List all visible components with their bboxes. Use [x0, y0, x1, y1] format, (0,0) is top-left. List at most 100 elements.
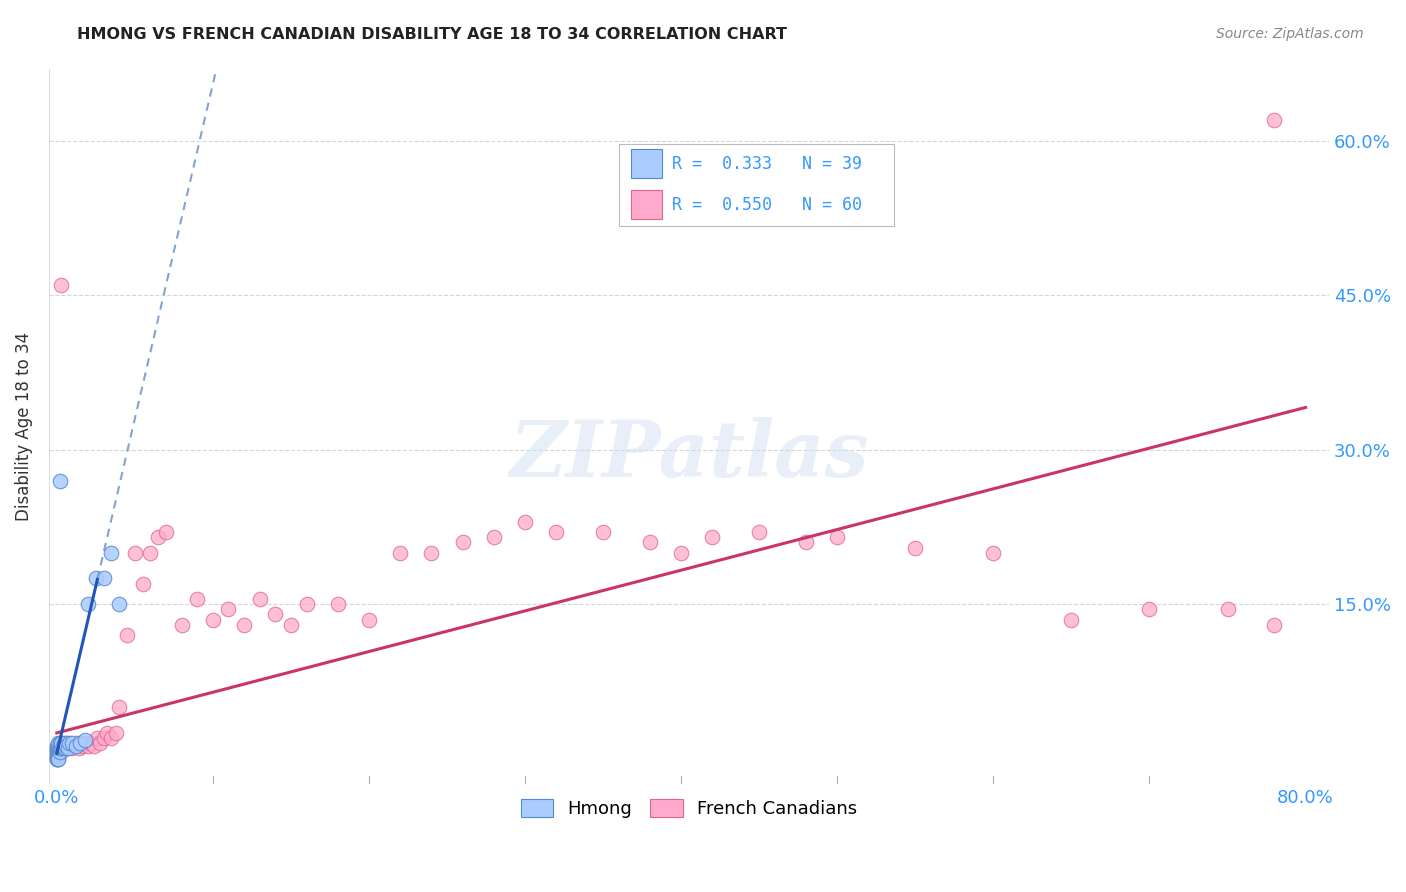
Point — [357, 613, 380, 627]
Point — [70, 739, 93, 754]
Bar — [631, 190, 662, 219]
Point — [46, 741, 69, 756]
Point — [45, 743, 67, 757]
Point — [96, 726, 118, 740]
Point — [49, 741, 72, 756]
Point — [52, 743, 75, 757]
Point — [1216, 602, 1239, 616]
Point — [46, 739, 69, 754]
Point — [46, 736, 69, 750]
Bar — [631, 150, 662, 178]
Point — [51, 739, 73, 754]
Point — [58, 736, 80, 750]
Point — [55, 739, 77, 754]
Point — [93, 731, 115, 745]
Point — [108, 597, 131, 611]
Point — [53, 741, 76, 756]
Point — [45, 739, 67, 754]
Point — [55, 736, 77, 750]
Point — [84, 571, 107, 585]
Point — [1139, 602, 1161, 616]
Point — [53, 736, 76, 750]
Point — [67, 741, 90, 756]
Text: Source: ZipAtlas.com: Source: ZipAtlas.com — [1216, 27, 1364, 41]
Point — [546, 524, 568, 539]
Text: ZIPatlas: ZIPatlas — [509, 417, 869, 493]
Point — [108, 700, 131, 714]
Point — [45, 741, 67, 756]
Point — [49, 739, 72, 754]
Point — [53, 741, 76, 756]
Point — [77, 597, 100, 611]
Point — [1263, 617, 1285, 632]
FancyBboxPatch shape — [619, 144, 894, 226]
Point — [233, 617, 256, 632]
Point — [131, 576, 153, 591]
Point — [49, 736, 72, 750]
Point — [46, 746, 69, 760]
Point — [115, 628, 138, 642]
Point — [326, 597, 349, 611]
Point — [60, 736, 83, 750]
Point — [56, 741, 79, 756]
Point — [58, 739, 80, 754]
Point — [69, 736, 91, 750]
Point — [702, 530, 724, 544]
Point — [86, 731, 108, 745]
Point — [420, 546, 443, 560]
Point — [45, 752, 67, 766]
Point — [89, 736, 111, 750]
Point — [45, 746, 67, 760]
Point — [170, 617, 193, 632]
Point — [49, 474, 72, 488]
Point — [45, 752, 67, 766]
Point — [83, 739, 105, 754]
Point — [482, 530, 505, 544]
Point — [73, 733, 96, 747]
Point — [249, 592, 271, 607]
Point — [51, 741, 73, 756]
Point — [124, 546, 146, 560]
Point — [45, 749, 67, 764]
Point — [904, 541, 927, 555]
Point — [148, 530, 170, 544]
Legend: Hmong, French Canadians: Hmong, French Canadians — [513, 792, 865, 825]
Point — [49, 741, 72, 756]
Point — [983, 546, 1005, 560]
Point — [77, 739, 100, 754]
Point — [80, 736, 103, 750]
Point — [60, 741, 83, 756]
Point — [451, 535, 474, 549]
Point — [295, 597, 318, 611]
Point — [46, 747, 69, 762]
Point — [669, 546, 692, 560]
Point — [186, 592, 208, 607]
Point — [638, 535, 661, 549]
Point — [201, 613, 224, 627]
Point — [280, 617, 302, 632]
Point — [794, 535, 817, 549]
Point — [592, 524, 614, 539]
Text: R =  0.550   N = 60: R = 0.550 N = 60 — [672, 195, 862, 213]
Text: R =  0.333   N = 39: R = 0.333 N = 39 — [672, 154, 862, 173]
Point — [1060, 613, 1083, 627]
Point — [45, 747, 67, 762]
Text: HMONG VS FRENCH CANADIAN DISABILITY AGE 18 TO 34 CORRELATION CHART: HMONG VS FRENCH CANADIAN DISABILITY AGE … — [77, 27, 787, 42]
Point — [46, 743, 69, 757]
Point — [105, 726, 128, 740]
Point — [52, 739, 75, 754]
Y-axis label: Disability Age 18 to 34: Disability Age 18 to 34 — [15, 332, 32, 521]
Point — [218, 602, 240, 616]
Point — [389, 546, 412, 560]
Point — [46, 741, 69, 756]
Point — [73, 736, 96, 750]
Point — [93, 571, 115, 585]
Point — [51, 277, 73, 292]
Point — [513, 515, 536, 529]
Point — [827, 530, 849, 544]
Point — [139, 546, 162, 560]
Point — [49, 746, 72, 760]
Point — [155, 524, 177, 539]
Point — [46, 752, 69, 766]
Point — [51, 736, 73, 750]
